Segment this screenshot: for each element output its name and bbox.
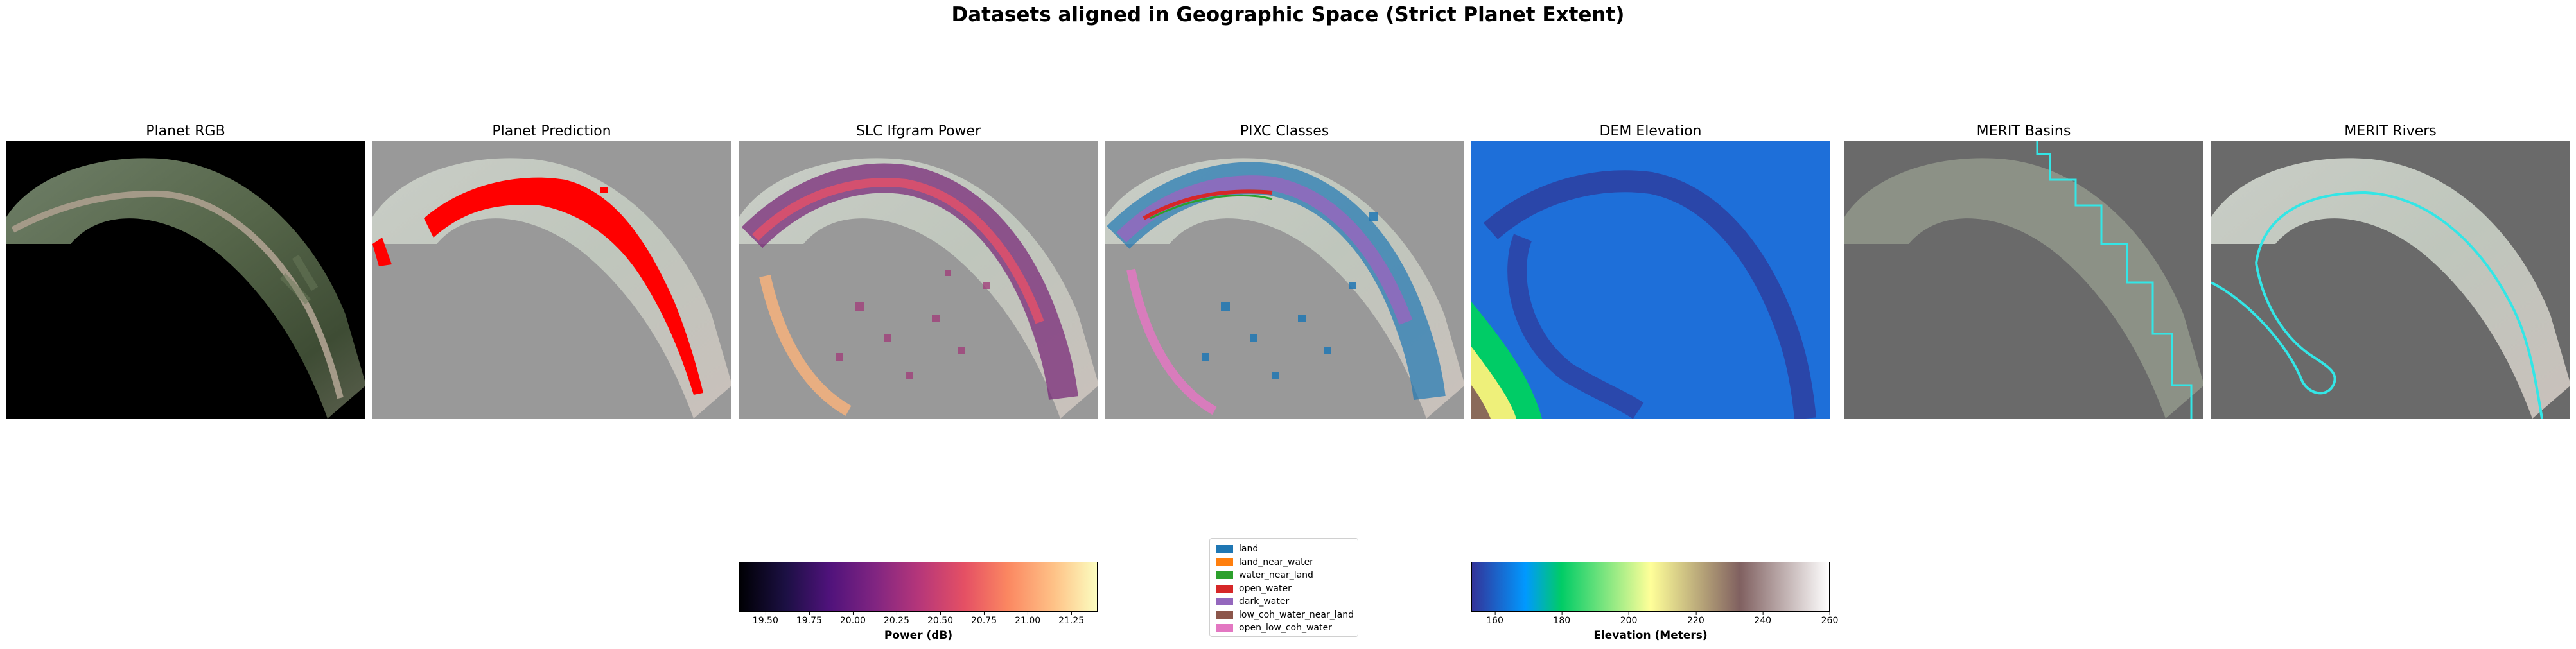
power-colorbar xyxy=(739,562,1098,612)
predicted-water-speck xyxy=(600,187,608,193)
panel-title-planet-prediction: Planet Prediction xyxy=(492,123,611,139)
class-land-speckles xyxy=(1202,212,1378,379)
power-colorbar-label: Power (dB) xyxy=(884,629,953,642)
dem-high-elevation xyxy=(1471,347,1516,419)
legend-label: water_near_land xyxy=(1239,570,1313,581)
legend-swatch xyxy=(1216,545,1233,553)
legend-swatch xyxy=(1216,571,1233,580)
legend-swatch xyxy=(1216,584,1233,593)
power-colorbar-tick-label: 20.50 xyxy=(927,612,954,626)
legend-swatch xyxy=(1216,558,1233,566)
power-colorbar-tick-label: 20.25 xyxy=(883,612,910,626)
legend-entry: water_near_land xyxy=(1216,569,1351,582)
elevation-colorbar-tick-label: 240 xyxy=(1754,612,1772,626)
power-speckles xyxy=(836,270,990,379)
legend-label: land_near_water xyxy=(1239,557,1313,567)
panel-slc-power xyxy=(739,141,1098,419)
elevation-colorbar xyxy=(1471,562,1830,612)
panel-title-slc-power: SLC Ifgram Power xyxy=(855,123,981,139)
elevation-colorbar-label: Elevation (Meters) xyxy=(1593,629,1708,642)
legend-label: dark_water xyxy=(1239,596,1290,607)
panel-planet-prediction xyxy=(372,141,731,419)
power-colorbar-tick-label: 19.75 xyxy=(796,612,822,626)
dem-river-bend xyxy=(1507,234,1644,419)
elevation-colorbar-tick-label: 200 xyxy=(1620,612,1638,626)
panel-pixc-classes xyxy=(1105,141,1464,419)
legend-entry: open_low_coh_water xyxy=(1216,621,1351,635)
power-colorbar-tick-label: 21.00 xyxy=(1015,612,1041,626)
legend-label: land xyxy=(1239,544,1259,555)
field-patches xyxy=(279,254,319,305)
panel-merit-rivers xyxy=(2211,141,2570,419)
merit-basin-boundary xyxy=(2036,141,2193,419)
panel-title-dem: DEM Elevation xyxy=(1599,123,1702,139)
legend-label: low_coh_water_near_land xyxy=(1239,609,1354,620)
legend-entry: open_water xyxy=(1216,582,1351,596)
legend-swatch xyxy=(1216,598,1233,606)
dem-river-channel xyxy=(1483,170,1816,419)
legend-swatch xyxy=(1216,610,1233,619)
class-dark-water xyxy=(1116,175,1413,325)
legend-entry: land_near_water xyxy=(1216,556,1351,569)
legend-swatch xyxy=(1216,624,1233,632)
legend-label: open_low_coh_water xyxy=(1239,623,1332,634)
merit-river-main xyxy=(2255,191,2543,419)
power-band-south xyxy=(759,275,852,416)
power-colorbar-tick-label: 20.75 xyxy=(971,612,997,626)
merit-river-tributary xyxy=(2211,263,2336,395)
panel-planet-rgb xyxy=(6,141,365,419)
panel-dem-elevation xyxy=(1471,141,1830,419)
class-open-low-coh-water xyxy=(1126,268,1217,415)
panel-title-planet-rgb: Planet RGB xyxy=(146,123,225,139)
class-open-water xyxy=(1143,189,1273,220)
power-band-inner xyxy=(752,178,1044,324)
predicted-water-mask xyxy=(424,177,703,395)
dem-peak xyxy=(1471,385,1491,419)
legend-entry: low_coh_water_near_land xyxy=(1216,609,1354,622)
legend-label: open_water xyxy=(1239,583,1292,594)
elevation-colorbar-tick-label: 260 xyxy=(1821,612,1839,626)
power-colorbar-tick-label: 19.50 xyxy=(752,612,778,626)
figure-title: Datasets aligned in Geographic Space (St… xyxy=(951,3,1625,26)
pixc-legend: land land_near_water water_near_land open_w… xyxy=(1209,538,1358,637)
panel-title-merit-basins: MERIT Basins xyxy=(1976,123,2071,139)
power-colorbar-tick-label: 21.25 xyxy=(1058,612,1085,626)
elevation-colorbar-tick-label: 180 xyxy=(1553,612,1571,626)
predicted-water-fragment xyxy=(372,238,392,266)
legend-entry: land xyxy=(1216,542,1351,556)
legend-entry: dark_water xyxy=(1216,595,1351,609)
panel-merit-basins xyxy=(1844,141,2203,419)
panel-title-merit-rivers: MERIT Rivers xyxy=(2344,123,2437,139)
power-colorbar-tick-label: 20.00 xyxy=(839,612,866,626)
elevation-colorbar-tick-label: 220 xyxy=(1687,612,1704,626)
class-water-near-land xyxy=(1150,194,1273,220)
panel-title-pixc-classes: PIXC Classes xyxy=(1240,123,1329,139)
elevation-colorbar-tick-label: 160 xyxy=(1486,612,1503,626)
